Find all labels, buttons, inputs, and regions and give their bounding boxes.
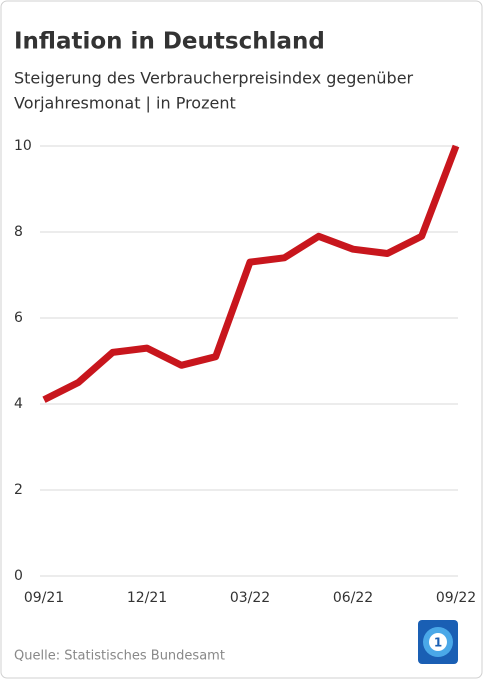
source: Quelle: Statistisches Bundesamt: [14, 649, 225, 664]
y-tick-label: 10: [14, 138, 32, 154]
y-tick-label: 4: [14, 396, 23, 412]
x-tick-label: 12/21: [127, 590, 167, 606]
logo: 1: [418, 620, 458, 664]
x-tick-label: 09/22: [436, 590, 476, 606]
x-tick-label: 03/22: [230, 590, 270, 606]
line: [42, 144, 460, 403]
x-tick-label: 09/21: [24, 590, 64, 606]
chart-title: Inflation in Deutschland: [14, 29, 325, 55]
chart-subtitle: Steigerung des Verbraucherpreisindex geg…: [14, 69, 414, 88]
svg-text:1: 1: [434, 636, 442, 650]
y-tick-label: 2: [14, 482, 23, 498]
x-tick-label: 06/22: [333, 590, 373, 606]
y-tick-label: 0: [14, 568, 23, 584]
y-tick-label: 6: [14, 310, 23, 326]
chart-subtitle: Vorjahresmonat | in Prozent: [14, 94, 236, 113]
y-tick-label: 8: [14, 224, 23, 240]
